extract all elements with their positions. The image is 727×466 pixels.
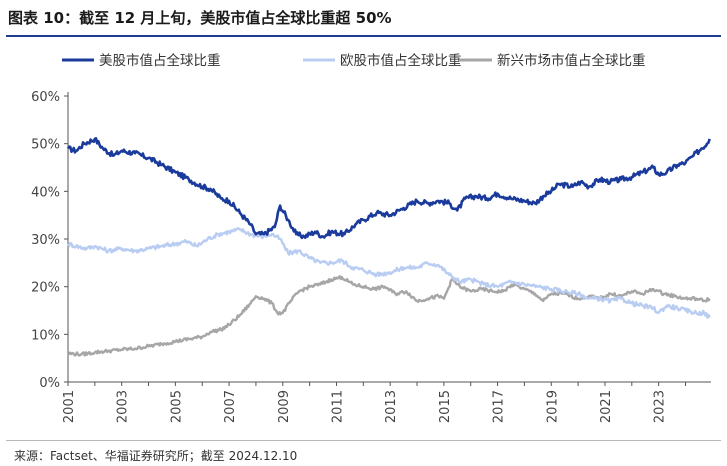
title-underline (6, 35, 721, 37)
y-tick-label: 10% (31, 328, 60, 343)
legend-label: 新兴市场市值占全球比重 (497, 52, 646, 69)
series-line (66, 227, 711, 319)
x-tick-label: 2001 (62, 390, 77, 423)
footer-divider (6, 440, 721, 441)
y-tick-label: 50% (31, 138, 60, 153)
x-tick-label: 2017 (492, 390, 507, 423)
x-tick-label: 2015 (438, 390, 453, 423)
x-tick-label: 2007 (223, 390, 238, 423)
y-tick-label: 30% (31, 233, 60, 248)
x-tick-label: 2005 (169, 390, 184, 423)
series-line (67, 275, 711, 357)
x-tick-label: 2021 (599, 390, 614, 423)
y-tick-label: 20% (31, 281, 60, 296)
y-tick-label: 40% (31, 185, 60, 200)
legend-label: 欧股市值占全球比重 (340, 52, 462, 69)
legend-label: 美股市值占全球比重 (99, 52, 221, 69)
chart-title: 图表 10：截至 12 月上旬，美股市值占全球比重超 50% (8, 9, 392, 27)
chart-title-bar: 图表 10：截至 12 月上旬，美股市值占全球比重超 50% (6, 4, 721, 37)
chart-axes: 0% 10% 20% 30% 40% 50% 60% 2001 2003 2005 2007 2009… (31, 90, 711, 423)
y-tick-label: 60% (31, 90, 60, 105)
x-tick-label: 2009 (277, 390, 292, 423)
x-tick-label: 2003 (116, 390, 131, 423)
x-tick-label: 2013 (384, 390, 399, 423)
chart-area: 美股市值占全球比重 欧股市值占全球比重 新兴市场市值占全球比重 0% 10% 20% 30… (0, 36, 727, 436)
x-tick-label: 2019 (545, 390, 560, 423)
y-tick-label: 0% (39, 376, 60, 391)
x-tick-label: 2011 (330, 390, 345, 423)
chart-series (66, 137, 711, 357)
series-line (66, 137, 711, 240)
source-note: 来源：Factset、华福证券研究所；截至 2024.12.10 (14, 449, 298, 463)
x-tick-label: 2023 (653, 390, 668, 423)
line-chart: 美股市值占全球比重 欧股市值占全球比重 新兴市场市值占全球比重 0% 10% 20% 30… (31, 52, 711, 423)
chart-legend: 美股市值占全球比重 欧股市值占全球比重 新兴市场市值占全球比重 (62, 52, 646, 69)
